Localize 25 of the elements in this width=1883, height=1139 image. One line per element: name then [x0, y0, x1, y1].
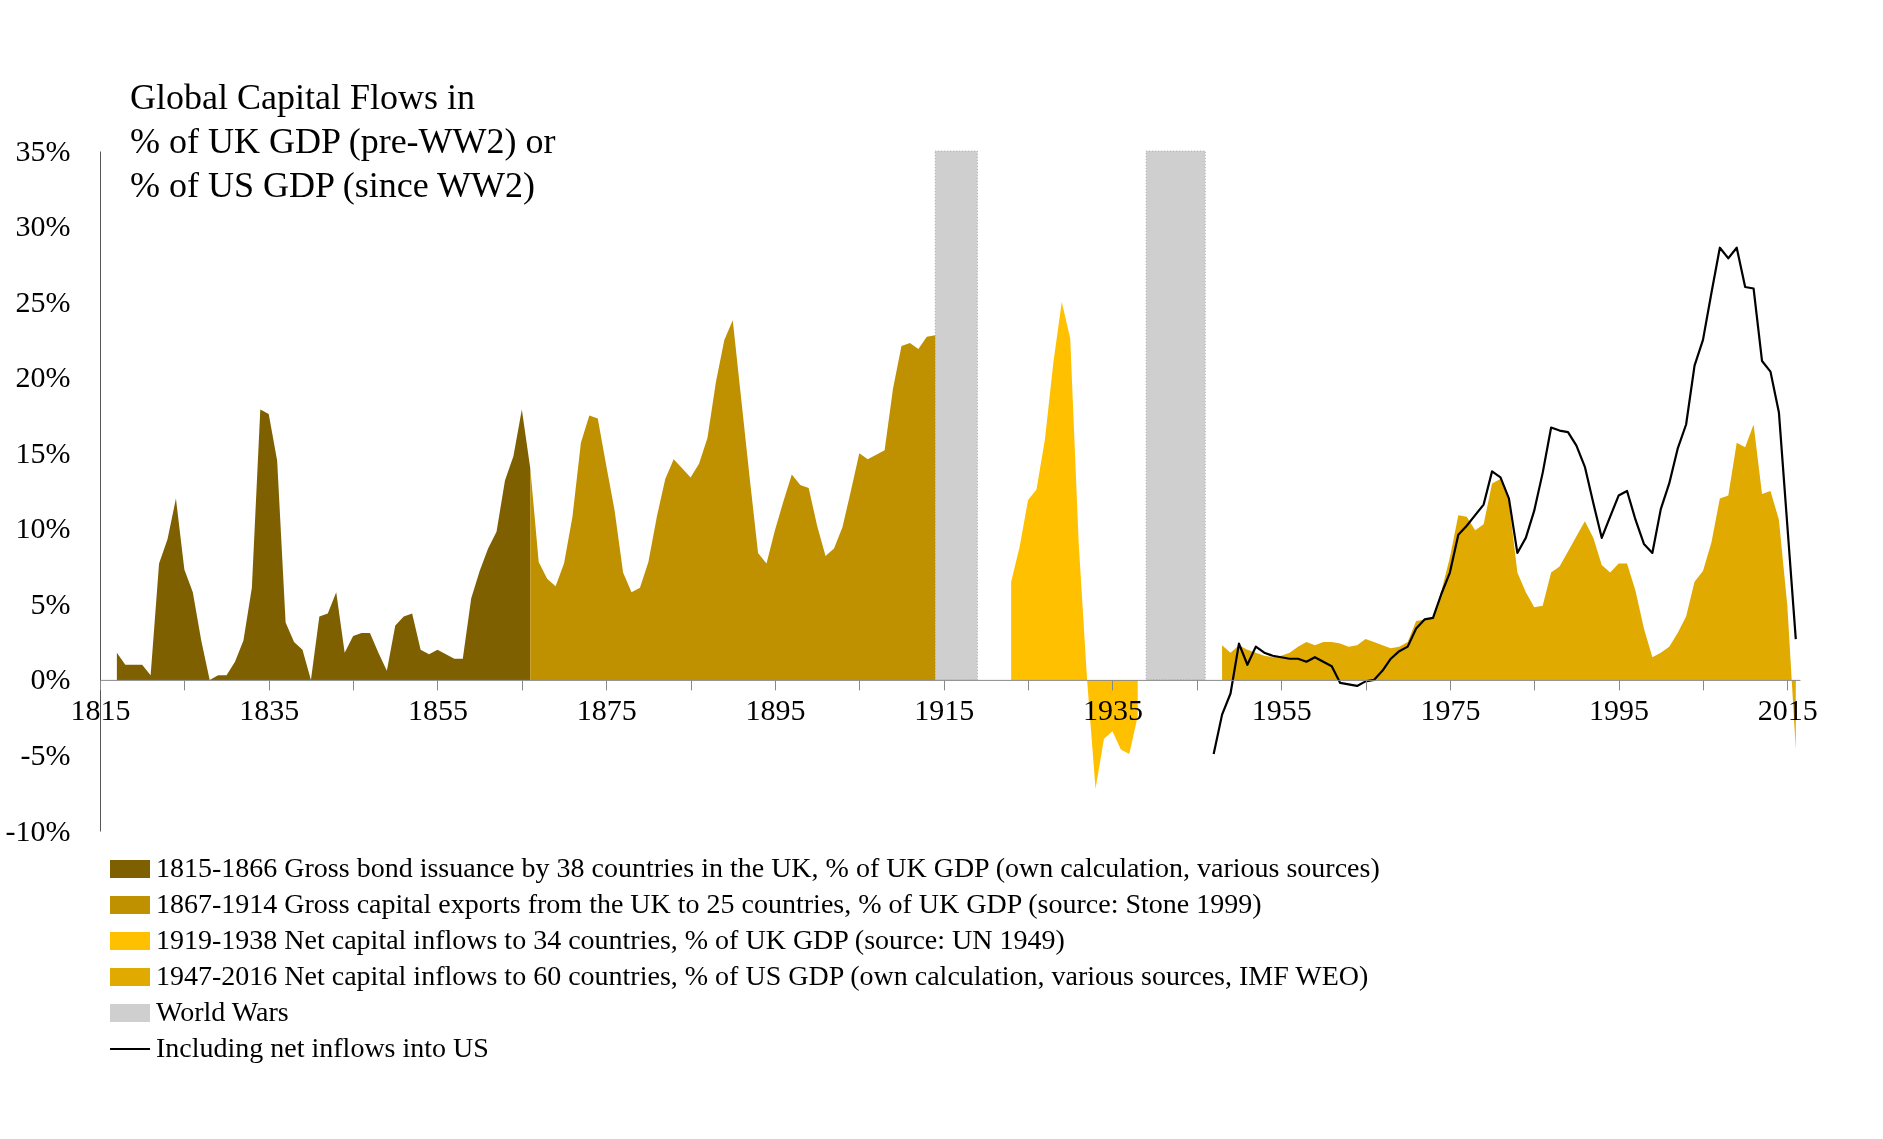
x-tick-label: 1835 [239, 693, 300, 727]
x-tick-label: 1975 [1420, 693, 1481, 727]
legend-label: World Wars [156, 996, 289, 1027]
y-tick-label: 20% [15, 360, 71, 394]
x-tick-label: 1955 [1251, 693, 1312, 727]
y-tick-label: 10% [15, 511, 71, 545]
x-tick-label: 1995 [1589, 693, 1650, 727]
y-tick-label: 0% [30, 662, 71, 696]
legend-label: 1919-1938 Net capital inflows to 34 countries, % of UK GDP (source: UN 1949) [156, 924, 1065, 955]
y-tick-label: 25% [15, 284, 71, 318]
legend-label: 1947-2016 Net capital inflows to 60 countries, % of US GDP (own calculation, various sources, IMF WEO) [156, 960, 1369, 991]
y-tick-label: 5% [30, 586, 71, 620]
y-tick-label: 15% [15, 435, 71, 469]
x-tick-label: 1895 [745, 693, 806, 727]
y-tick-label: 30% [15, 209, 71, 243]
x-tick-label: 1875 [576, 693, 637, 727]
x-tick-label: 1855 [407, 693, 468, 727]
chart-title: Global Capital Flows in % of UK GDP (pre-WW2) or % of US GDP (since WW2) [130, 77, 556, 205]
y-tick-label: 35% [15, 133, 71, 167]
y-tick-label: -5% [20, 737, 71, 771]
legend-label: 1867-1914 Gross capital exports from the UK to 25 countries, % of UK GDP (source: Stone 1999) [156, 888, 1262, 919]
legend-label: 1815-1866 Gross bond issuance by 38 countries in the UK, % of UK GDP (own calculation, various sources) [156, 852, 1380, 883]
x-tick-label: 1915 [914, 693, 975, 727]
legend-label: Including net inflows into US [156, 1032, 489, 1063]
y-tick-label: -10% [5, 813, 71, 847]
